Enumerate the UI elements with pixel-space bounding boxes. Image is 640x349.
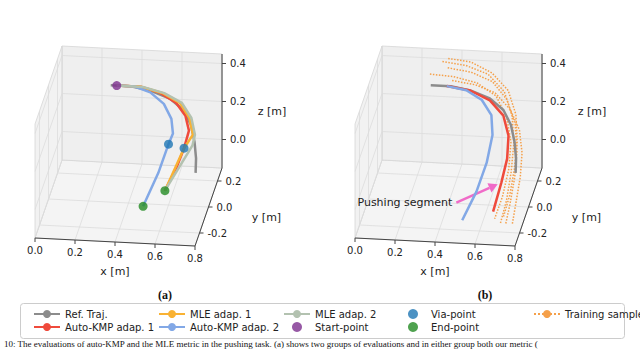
svg-text:0.2: 0.2 <box>550 96 566 107</box>
svg-text:0.2: 0.2 <box>546 176 562 187</box>
svg-text:y [m]: y [m] <box>572 211 601 224</box>
svg-text:0.0: 0.0 <box>347 245 363 256</box>
svg-text:MLE adap. 1: MLE adap. 1 <box>190 309 251 320</box>
svg-text:-0.2: -0.2 <box>528 228 548 239</box>
svg-text:0.8: 0.8 <box>507 253 523 264</box>
svg-text:x [m]: x [m] <box>100 265 129 278</box>
svg-text:0.2: 0.2 <box>67 247 83 258</box>
svg-text:Ref. Traj.: Ref. Traj. <box>65 309 108 320</box>
svg-text:-0.2: -0.2 <box>208 228 228 239</box>
svg-text:10: The evaluations of auto-KM: 10: The evaluations of auto-KMP and the … <box>4 339 538 349</box>
svg-text:0.0: 0.0 <box>537 202 553 213</box>
svg-text:0.2: 0.2 <box>226 176 242 187</box>
svg-text:0.6: 0.6 <box>147 251 163 262</box>
svg-text:Training samples: Training samples <box>564 309 640 320</box>
svg-text:0.0: 0.0 <box>217 202 233 213</box>
svg-text:0.4: 0.4 <box>230 58 246 69</box>
svg-text:0.0: 0.0 <box>230 134 246 145</box>
svg-text:0.4: 0.4 <box>427 249 443 260</box>
svg-text:0.4: 0.4 <box>550 58 566 69</box>
svg-text:z [m]: z [m] <box>578 105 607 118</box>
svg-text:0.2: 0.2 <box>230 96 246 107</box>
svg-text:Via-point: Via-point <box>431 309 476 320</box>
svg-text:End-point: End-point <box>431 322 479 333</box>
svg-text:MLE adap. 2: MLE adap. 2 <box>315 309 376 320</box>
svg-text:y [m]: y [m] <box>252 211 281 224</box>
svg-text:0.0: 0.0 <box>550 134 566 145</box>
svg-text:0.2: 0.2 <box>387 247 403 258</box>
svg-text:Auto-KMP adap. 2: Auto-KMP adap. 2 <box>190 322 279 333</box>
svg-text:0.4: 0.4 <box>107 249 123 260</box>
svg-text:x [m]: x [m] <box>420 265 449 278</box>
svg-text:0.8: 0.8 <box>187 253 203 264</box>
svg-text:Pushing segment: Pushing segment <box>357 196 453 209</box>
svg-text:Start-point: Start-point <box>315 322 369 333</box>
svg-text:z [m]: z [m] <box>258 105 287 118</box>
svg-text:(a): (a) <box>158 288 172 302</box>
svg-text:(b): (b) <box>478 288 493 302</box>
svg-text:Auto-KMP adap. 1: Auto-KMP adap. 1 <box>65 322 154 333</box>
svg-text:0.0: 0.0 <box>27 245 43 256</box>
svg-text:0.6: 0.6 <box>467 251 483 262</box>
